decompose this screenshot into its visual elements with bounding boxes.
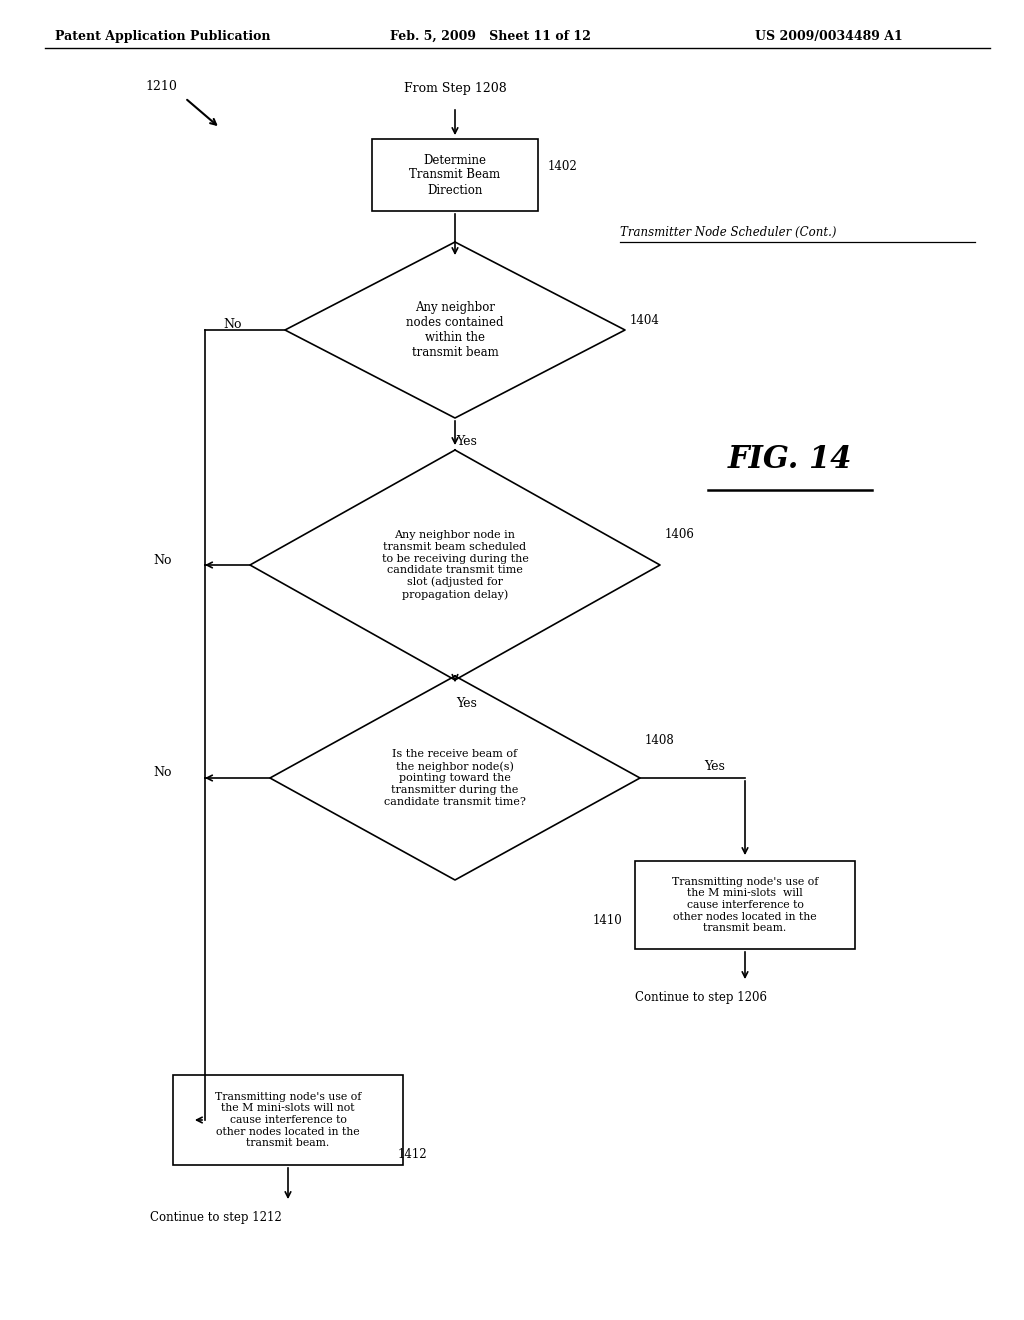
Text: 1410: 1410 xyxy=(593,913,623,927)
Text: Is the receive beam of
the neighbor node(s)
pointing toward the
transmitter duri: Is the receive beam of the neighbor node… xyxy=(384,750,526,807)
Text: US 2009/0034489 A1: US 2009/0034489 A1 xyxy=(755,30,903,44)
Text: Determine
Transmit Beam
Direction: Determine Transmit Beam Direction xyxy=(410,153,501,197)
Text: From Step 1208: From Step 1208 xyxy=(403,82,507,95)
Text: Feb. 5, 2009   Sheet 11 of 12: Feb. 5, 2009 Sheet 11 of 12 xyxy=(390,30,591,44)
Text: 1404: 1404 xyxy=(630,314,659,326)
Text: Any neighbor node in
transmit beam scheduled
to be receiving during the
candidat: Any neighbor node in transmit beam sched… xyxy=(382,531,528,599)
Text: Transmitting node's use of
the M mini-slots  will
cause interference to
other no: Transmitting node's use of the M mini-sl… xyxy=(672,876,818,933)
FancyBboxPatch shape xyxy=(173,1074,403,1166)
Text: Transmitting node's use of
the M mini-slots will not
cause interference to
other: Transmitting node's use of the M mini-sl… xyxy=(215,1092,361,1148)
FancyBboxPatch shape xyxy=(373,139,538,211)
FancyBboxPatch shape xyxy=(635,861,855,949)
Text: Yes: Yes xyxy=(457,697,477,710)
Text: No: No xyxy=(154,767,172,780)
Text: Transmitter Node Scheduler (Cont.): Transmitter Node Scheduler (Cont.) xyxy=(620,226,837,239)
Text: FIG. 14: FIG. 14 xyxy=(728,445,852,475)
Text: No: No xyxy=(154,553,172,566)
Text: Continue to step 1206: Continue to step 1206 xyxy=(635,991,767,1005)
Text: 1412: 1412 xyxy=(398,1148,428,1162)
Text: Yes: Yes xyxy=(457,436,477,447)
Text: Continue to step 1212: Continue to step 1212 xyxy=(150,1212,282,1225)
Text: Yes: Yes xyxy=(705,759,725,772)
Text: 1408: 1408 xyxy=(645,734,675,747)
Text: Any neighbor
nodes contained
within the
transmit beam: Any neighbor nodes contained within the … xyxy=(407,301,504,359)
Text: No: No xyxy=(224,318,243,331)
Text: 1402: 1402 xyxy=(548,161,578,173)
Text: Patent Application Publication: Patent Application Publication xyxy=(55,30,270,44)
Text: 1406: 1406 xyxy=(665,528,695,541)
Text: 1210: 1210 xyxy=(145,81,177,92)
